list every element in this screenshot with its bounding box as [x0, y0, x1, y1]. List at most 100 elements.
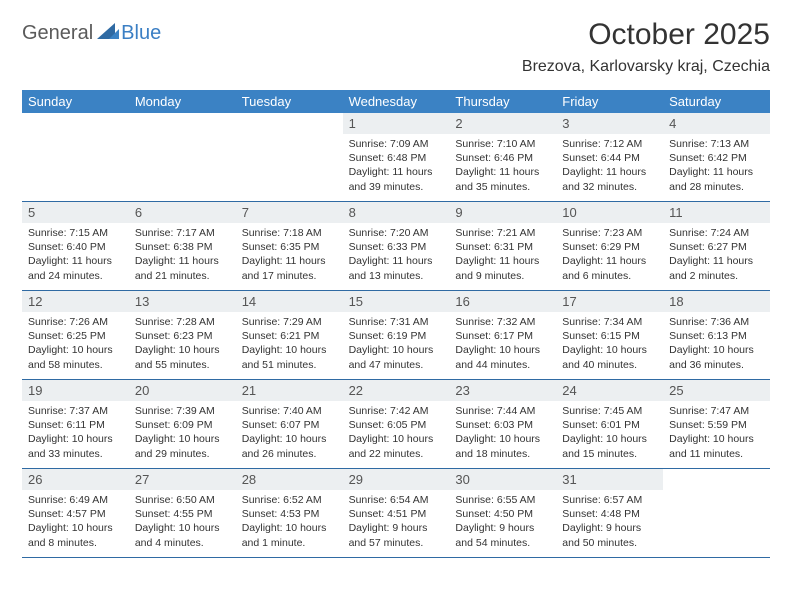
- daylight-text: Daylight: 11 hours and 2 minutes.: [669, 254, 764, 282]
- day-cell: [129, 113, 236, 201]
- day-body: Sunrise: 7:18 AMSunset: 6:35 PMDaylight:…: [236, 223, 343, 288]
- daylight-text: Daylight: 10 hours and 36 minutes.: [669, 343, 764, 371]
- daylight-text: Daylight: 11 hours and 6 minutes.: [562, 254, 657, 282]
- day-body: Sunrise: 7:24 AMSunset: 6:27 PMDaylight:…: [663, 223, 770, 288]
- sunrise-text: Sunrise: 7:20 AM: [349, 226, 444, 240]
- day-number: 2: [449, 113, 556, 134]
- sunset-text: Sunset: 6:33 PM: [349, 240, 444, 254]
- day-number: 18: [663, 291, 770, 312]
- sunrise-text: Sunrise: 7:09 AM: [349, 137, 444, 151]
- day-body: Sunrise: 7:39 AMSunset: 6:09 PMDaylight:…: [129, 401, 236, 466]
- daylight-text: Daylight: 10 hours and 47 minutes.: [349, 343, 444, 371]
- sunrise-text: Sunrise: 7:45 AM: [562, 404, 657, 418]
- day-body: Sunrise: 7:37 AMSunset: 6:11 PMDaylight:…: [22, 401, 129, 466]
- day-cell: 26Sunrise: 6:49 AMSunset: 4:57 PMDayligh…: [22, 469, 129, 557]
- day-number: 30: [449, 469, 556, 490]
- sunrise-text: Sunrise: 7:32 AM: [455, 315, 550, 329]
- daylight-text: Daylight: 10 hours and 8 minutes.: [28, 521, 123, 549]
- day-cell: 13Sunrise: 7:28 AMSunset: 6:23 PMDayligh…: [129, 291, 236, 379]
- sunset-text: Sunset: 4:50 PM: [455, 507, 550, 521]
- daylight-text: Daylight: 11 hours and 35 minutes.: [455, 165, 550, 193]
- daylight-text: Daylight: 10 hours and 22 minutes.: [349, 432, 444, 460]
- day-number: 14: [236, 291, 343, 312]
- sunrise-text: Sunrise: 6:54 AM: [349, 493, 444, 507]
- day-cell: 1Sunrise: 7:09 AMSunset: 6:48 PMDaylight…: [343, 113, 450, 201]
- day-body: Sunrise: 7:20 AMSunset: 6:33 PMDaylight:…: [343, 223, 450, 288]
- sunrise-text: Sunrise: 6:55 AM: [455, 493, 550, 507]
- sunrise-text: Sunrise: 7:13 AM: [669, 137, 764, 151]
- daylight-text: Daylight: 10 hours and 55 minutes.: [135, 343, 230, 371]
- weekday-label: Tuesday: [236, 90, 343, 113]
- sunset-text: Sunset: 4:53 PM: [242, 507, 337, 521]
- sunset-text: Sunset: 4:48 PM: [562, 507, 657, 521]
- daylight-text: Daylight: 10 hours and 58 minutes.: [28, 343, 123, 371]
- sunrise-text: Sunrise: 7:10 AM: [455, 137, 550, 151]
- sunrise-text: Sunrise: 7:47 AM: [669, 404, 764, 418]
- day-body: Sunrise: 7:31 AMSunset: 6:19 PMDaylight:…: [343, 312, 450, 377]
- day-body: Sunrise: 6:50 AMSunset: 4:55 PMDaylight:…: [129, 490, 236, 555]
- daylight-text: Daylight: 11 hours and 39 minutes.: [349, 165, 444, 193]
- daylight-text: Daylight: 11 hours and 28 minutes.: [669, 165, 764, 193]
- day-number: 13: [129, 291, 236, 312]
- sunrise-text: Sunrise: 7:23 AM: [562, 226, 657, 240]
- day-number: 15: [343, 291, 450, 312]
- weekday-label: Sunday: [22, 90, 129, 113]
- daylight-text: Daylight: 10 hours and 11 minutes.: [669, 432, 764, 460]
- weekday-label: Friday: [556, 90, 663, 113]
- day-number: 31: [556, 469, 663, 490]
- daylight-text: Daylight: 11 hours and 21 minutes.: [135, 254, 230, 282]
- title-block: October 2025 Brezova, Karlovarsky kraj, …: [522, 18, 770, 76]
- daylight-text: Daylight: 10 hours and 26 minutes.: [242, 432, 337, 460]
- sunrise-text: Sunrise: 7:24 AM: [669, 226, 764, 240]
- sunrise-text: Sunrise: 6:57 AM: [562, 493, 657, 507]
- sunset-text: Sunset: 6:42 PM: [669, 151, 764, 165]
- logo-triangle-icon: [97, 23, 119, 44]
- day-cell: 27Sunrise: 6:50 AMSunset: 4:55 PMDayligh…: [129, 469, 236, 557]
- day-number: 10: [556, 202, 663, 223]
- calendar-grid: Sunday Monday Tuesday Wednesday Thursday…: [22, 90, 770, 558]
- sunrise-text: Sunrise: 7:15 AM: [28, 226, 123, 240]
- day-body: Sunrise: 7:32 AMSunset: 6:17 PMDaylight:…: [449, 312, 556, 377]
- daylight-text: Daylight: 9 hours and 54 minutes.: [455, 521, 550, 549]
- daylight-text: Daylight: 9 hours and 57 minutes.: [349, 521, 444, 549]
- day-number: 23: [449, 380, 556, 401]
- sunset-text: Sunset: 5:59 PM: [669, 418, 764, 432]
- day-cell: 6Sunrise: 7:17 AMSunset: 6:38 PMDaylight…: [129, 202, 236, 290]
- day-cell: 15Sunrise: 7:31 AMSunset: 6:19 PMDayligh…: [343, 291, 450, 379]
- sunset-text: Sunset: 6:29 PM: [562, 240, 657, 254]
- day-body: Sunrise: 6:49 AMSunset: 4:57 PMDaylight:…: [22, 490, 129, 555]
- sunrise-text: Sunrise: 7:28 AM: [135, 315, 230, 329]
- sunset-text: Sunset: 6:48 PM: [349, 151, 444, 165]
- sunset-text: Sunset: 6:25 PM: [28, 329, 123, 343]
- day-number: 25: [663, 380, 770, 401]
- day-cell: 17Sunrise: 7:34 AMSunset: 6:15 PMDayligh…: [556, 291, 663, 379]
- day-cell: [22, 113, 129, 201]
- sunrise-text: Sunrise: 6:52 AM: [242, 493, 337, 507]
- daylight-text: Daylight: 11 hours and 13 minutes.: [349, 254, 444, 282]
- weekday-header-row: Sunday Monday Tuesday Wednesday Thursday…: [22, 90, 770, 113]
- sunrise-text: Sunrise: 7:17 AM: [135, 226, 230, 240]
- day-body: Sunrise: 7:34 AMSunset: 6:15 PMDaylight:…: [556, 312, 663, 377]
- day-number: 4: [663, 113, 770, 134]
- day-body: Sunrise: 7:15 AMSunset: 6:40 PMDaylight:…: [22, 223, 129, 288]
- day-cell: 24Sunrise: 7:45 AMSunset: 6:01 PMDayligh…: [556, 380, 663, 468]
- daylight-text: Daylight: 10 hours and 51 minutes.: [242, 343, 337, 371]
- sunset-text: Sunset: 4:51 PM: [349, 507, 444, 521]
- daylight-text: Daylight: 10 hours and 15 minutes.: [562, 432, 657, 460]
- calendar-page: General Blue October 2025 Brezova, Karlo…: [0, 0, 792, 576]
- sunset-text: Sunset: 6:38 PM: [135, 240, 230, 254]
- daylight-text: Daylight: 10 hours and 29 minutes.: [135, 432, 230, 460]
- day-body: Sunrise: 7:23 AMSunset: 6:29 PMDaylight:…: [556, 223, 663, 288]
- day-number: 8: [343, 202, 450, 223]
- daylight-text: Daylight: 10 hours and 18 minutes.: [455, 432, 550, 460]
- day-body: Sunrise: 7:44 AMSunset: 6:03 PMDaylight:…: [449, 401, 556, 466]
- sunset-text: Sunset: 6:11 PM: [28, 418, 123, 432]
- weekday-label: Monday: [129, 90, 236, 113]
- daylight-text: Daylight: 10 hours and 4 minutes.: [135, 521, 230, 549]
- sunrise-text: Sunrise: 7:40 AM: [242, 404, 337, 418]
- sunrise-text: Sunrise: 6:50 AM: [135, 493, 230, 507]
- sunrise-text: Sunrise: 7:26 AM: [28, 315, 123, 329]
- day-body: Sunrise: 7:28 AMSunset: 6:23 PMDaylight:…: [129, 312, 236, 377]
- sunrise-text: Sunrise: 7:21 AM: [455, 226, 550, 240]
- daylight-text: Daylight: 11 hours and 9 minutes.: [455, 254, 550, 282]
